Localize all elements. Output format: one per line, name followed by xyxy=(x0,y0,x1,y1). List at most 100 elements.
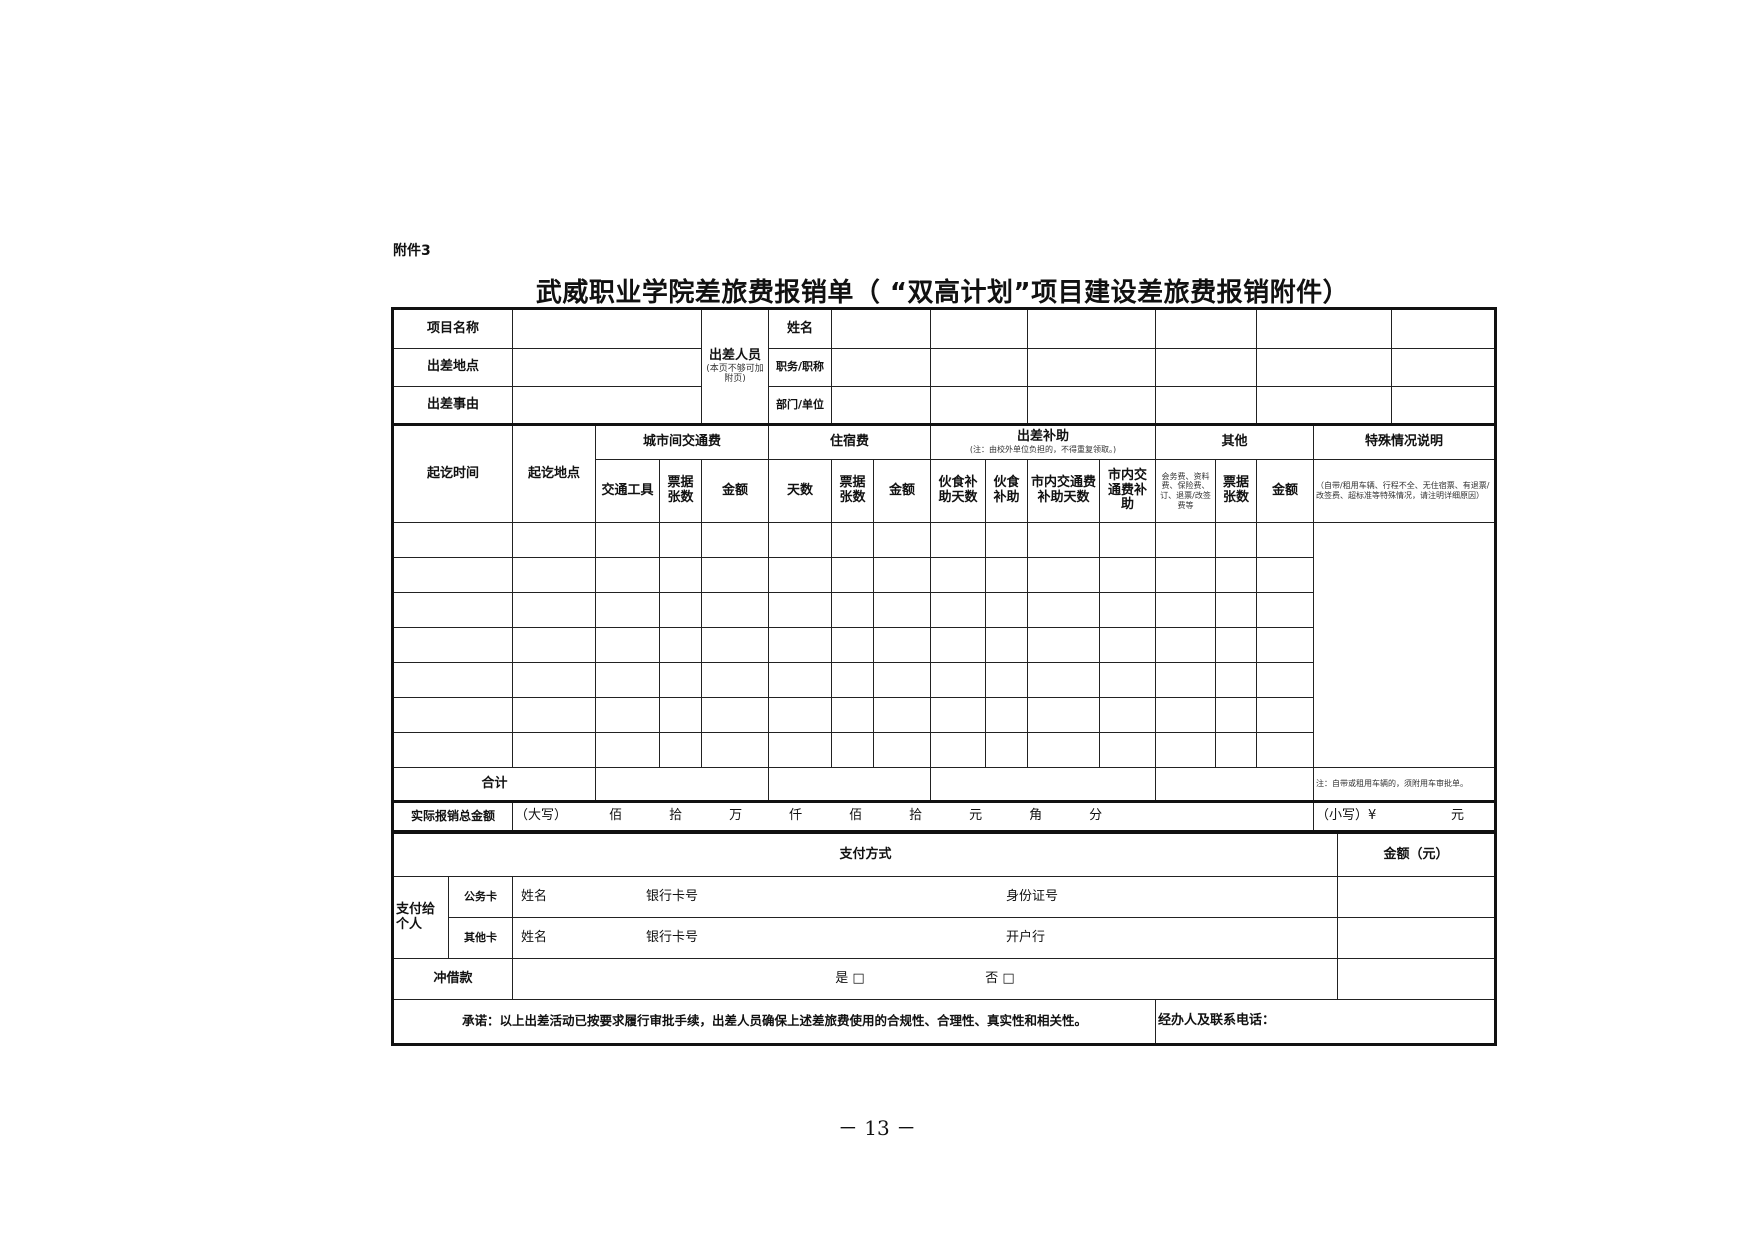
data-cell[interactable] xyxy=(1027,522,1101,558)
data-cell[interactable] xyxy=(873,697,932,733)
trip-place-field[interactable] xyxy=(511,348,703,387)
person-cell[interactable] xyxy=(1391,348,1497,387)
person-cell[interactable] xyxy=(831,386,932,425)
data-cell[interactable] xyxy=(873,522,932,558)
data-cell[interactable] xyxy=(873,732,932,768)
data-cell[interactable] xyxy=(512,592,596,628)
data-cell[interactable] xyxy=(930,627,987,663)
person-cell[interactable] xyxy=(1027,386,1157,425)
data-cell[interactable] xyxy=(512,557,596,593)
data-cell[interactable] xyxy=(1027,557,1101,593)
data-cell[interactable] xyxy=(1099,522,1157,558)
data-cell[interactable] xyxy=(1215,627,1258,663)
total-allowance[interactable] xyxy=(930,767,1157,802)
data-cell[interactable] xyxy=(831,662,875,698)
data-cell[interactable] xyxy=(1099,732,1157,768)
person-cell[interactable] xyxy=(930,386,1029,425)
other-card-amount[interactable] xyxy=(1337,917,1497,959)
data-cell[interactable] xyxy=(595,662,660,698)
data-cell[interactable] xyxy=(1099,627,1157,663)
person-cell[interactable] xyxy=(831,308,932,349)
person-cell[interactable] xyxy=(930,348,1029,387)
total-intercity[interactable] xyxy=(594,767,770,802)
total-lodging[interactable] xyxy=(768,767,932,802)
person-cell[interactable] xyxy=(1391,308,1497,349)
data-cell[interactable] xyxy=(831,697,875,733)
data-cell[interactable] xyxy=(658,662,703,698)
data-cell[interactable] xyxy=(658,557,703,593)
data-cell[interactable] xyxy=(1155,697,1217,733)
actual-total-lower[interactable]: （小写）¥ 元 xyxy=(1313,800,1497,832)
data-cell[interactable] xyxy=(1215,557,1258,593)
project-name-field[interactable] xyxy=(511,308,703,349)
data-cell[interactable] xyxy=(658,697,703,733)
data-cell[interactable] xyxy=(873,557,932,593)
data-cell[interactable] xyxy=(701,557,770,593)
data-cell[interactable] xyxy=(1155,662,1217,698)
person-cell[interactable] xyxy=(1256,308,1393,349)
data-cell[interactable] xyxy=(873,592,932,628)
data-cell[interactable] xyxy=(1215,732,1258,768)
data-cell[interactable] xyxy=(392,732,513,768)
data-cell[interactable] xyxy=(595,627,660,663)
data-cell[interactable] xyxy=(831,522,875,558)
data-cell[interactable] xyxy=(831,592,875,628)
data-cell[interactable] xyxy=(595,522,660,558)
data-cell[interactable] xyxy=(512,732,596,768)
data-cell[interactable] xyxy=(595,697,660,733)
data-cell[interactable] xyxy=(701,522,770,558)
yes-checkbox[interactable]: 是 □ xyxy=(835,970,865,986)
person-cell[interactable] xyxy=(930,308,1029,349)
data-cell[interactable] xyxy=(1155,592,1217,628)
data-cell[interactable] xyxy=(930,557,987,593)
data-cell[interactable] xyxy=(1256,732,1315,768)
person-cell[interactable] xyxy=(1391,386,1497,425)
data-cell[interactable] xyxy=(930,732,987,768)
data-cell[interactable] xyxy=(392,627,513,663)
data-cell[interactable] xyxy=(1256,697,1315,733)
data-cell[interactable] xyxy=(512,627,596,663)
data-cell[interactable] xyxy=(701,697,770,733)
data-cell[interactable] xyxy=(701,662,770,698)
data-cell[interactable] xyxy=(701,627,770,663)
special-explanation-field[interactable] xyxy=(1313,522,1497,768)
data-cell[interactable] xyxy=(985,697,1029,733)
data-cell[interactable] xyxy=(512,522,596,558)
data-cell[interactable] xyxy=(1099,697,1157,733)
person-cell[interactable] xyxy=(1155,386,1258,425)
person-cell[interactable] xyxy=(1027,308,1157,349)
data-cell[interactable] xyxy=(1256,592,1315,628)
data-cell[interactable] xyxy=(873,662,932,698)
no-checkbox[interactable]: 否 □ xyxy=(985,970,1015,986)
total-other[interactable] xyxy=(1155,767,1315,802)
data-cell[interactable] xyxy=(595,557,660,593)
data-cell[interactable] xyxy=(1027,662,1101,698)
data-cell[interactable] xyxy=(985,732,1029,768)
official-card-amount[interactable] xyxy=(1337,876,1497,918)
data-cell[interactable] xyxy=(392,557,513,593)
data-cell[interactable] xyxy=(831,627,875,663)
data-cell[interactable] xyxy=(701,592,770,628)
data-cell[interactable] xyxy=(512,662,596,698)
data-cell[interactable] xyxy=(658,522,703,558)
actual-total-upper[interactable]: （大写） 佰 拾 万 仟 佰 拾 元 角 分 xyxy=(511,800,1315,832)
data-cell[interactable] xyxy=(1215,592,1258,628)
data-cell[interactable] xyxy=(768,697,833,733)
data-cell[interactable] xyxy=(658,592,703,628)
trip-reason-field[interactable] xyxy=(511,386,703,425)
data-cell[interactable] xyxy=(930,697,987,733)
data-cell[interactable] xyxy=(1215,522,1258,558)
data-cell[interactable] xyxy=(1155,627,1217,663)
data-cell[interactable] xyxy=(595,732,660,768)
data-cell[interactable] xyxy=(595,592,660,628)
data-cell[interactable] xyxy=(768,557,833,593)
data-cell[interactable] xyxy=(985,592,1029,628)
data-cell[interactable] xyxy=(930,662,987,698)
handler-label[interactable]: 经办人及联系电话： xyxy=(1154,999,1497,1045)
data-cell[interactable] xyxy=(1099,592,1157,628)
data-cell[interactable] xyxy=(658,627,703,663)
data-cell[interactable] xyxy=(1099,662,1157,698)
person-cell[interactable] xyxy=(1155,348,1258,387)
data-cell[interactable] xyxy=(1215,662,1258,698)
data-cell[interactable] xyxy=(768,592,833,628)
